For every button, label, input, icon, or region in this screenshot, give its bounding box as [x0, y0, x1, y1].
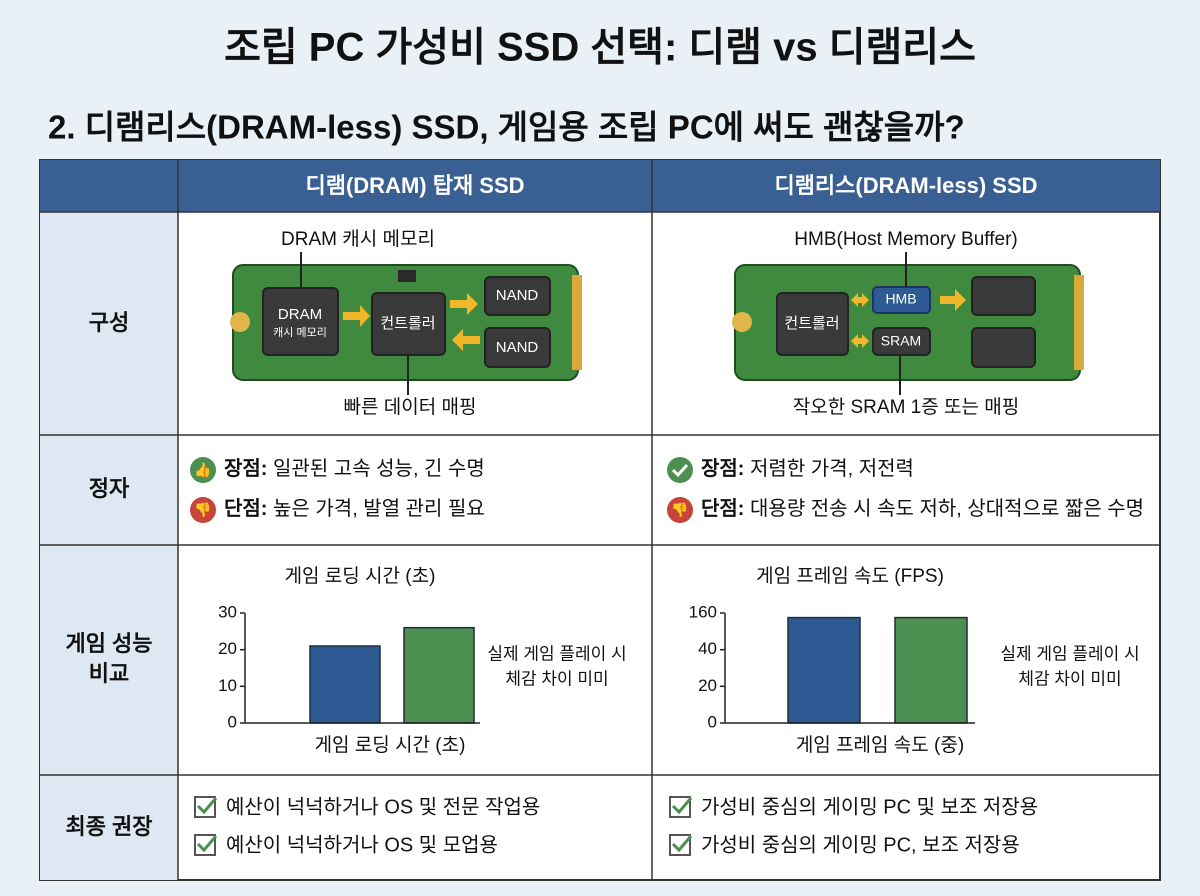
chart-title: 게임 로딩 시간 (초): [285, 565, 436, 587]
svg-text:👎: 👎: [194, 502, 211, 519]
diagram-caption: HMB(Host Memory Buffer): [794, 229, 1017, 250]
title: 조립 PC 가성비 SSD 선택: 디램 vs 디램리스: [224, 26, 976, 70]
svg-text:👎: 👎: [671, 502, 688, 519]
row-label: 정자: [89, 476, 130, 501]
bar: [894, 616, 968, 724]
chart-title: 게임 프레임 속도 (FPS): [756, 565, 944, 587]
recommendation: 가성비 중심의 게이밍 PC 및 보조 저장용: [701, 795, 1038, 818]
x-axis-label: 게임 로딩 시간 (초): [315, 734, 466, 756]
y-tick-label: 30: [218, 602, 237, 621]
x-axis-label: 게임 프레임 속도 (중): [796, 734, 964, 756]
pros: 장점: 일관된 고속 성능, 긴 수명: [224, 457, 485, 480]
chip-label: 컨트롤러: [380, 315, 435, 332]
chart-note: 체감 차이 미미: [1018, 669, 1121, 688]
cons: 단점: 대용량 전송 시 속도 저하, 상대적으로 짧은 수명: [701, 497, 1144, 520]
column-header: 디램리스(DRAM-less) SSD: [774, 173, 1037, 198]
cons-text: 높은 가격, 발열 관리 필요: [273, 497, 485, 520]
cons: 단점: 높은 가격, 발열 관리 필요: [224, 497, 485, 520]
chip-label: 캐시 메모리: [273, 326, 327, 339]
row-label: 최종 권장: [65, 814, 152, 839]
ssd-diagram: [230, 252, 582, 395]
pros-text: 일관된 고속 성능, 긴 수명: [273, 457, 485, 480]
chip-label: NAND: [496, 339, 539, 356]
y-tick-label: 20: [218, 639, 237, 658]
subtitle: 2. 디램리스(DRAM-less) SSD, 게임용 조립 PC에 써도 괜찮…: [48, 109, 965, 146]
bar: [787, 616, 861, 724]
recommendation: 예산이 넉넉하거나 OS 및 전문 작업용: [226, 795, 540, 818]
cons-text: 대용량 전송 시 속도 저하, 상대적으로 짧은 수명: [750, 497, 1144, 520]
y-tick-label: 0: [708, 712, 717, 731]
label-column: [40, 212, 178, 880]
icons: 👍 👎 👎: [190, 457, 693, 523]
y-tick-label: 20: [698, 676, 717, 695]
chart-note: 실제 게임 플레이 시: [487, 644, 626, 663]
row-label: 게임 성능: [65, 631, 152, 656]
header-row: [40, 160, 1160, 212]
diagram-caption: 빠른 데이터 매핑: [344, 396, 477, 418]
chart-note: 체감 차이 미미: [505, 669, 608, 688]
column-header: 디램(DRAM) 탑재 SSD: [305, 173, 524, 198]
chip-label: 컨트롤러: [784, 315, 839, 332]
recommendation: 예산이 넉넉하거나 OS 및 모업용: [226, 833, 498, 856]
row-label: 구성: [89, 310, 129, 335]
chart-note: 실제 게임 플레이 시: [1000, 644, 1139, 663]
diagram-caption: DRAM 캐시 메모리: [281, 228, 435, 250]
pros-label: 장점:: [224, 457, 267, 480]
svg-text:👍: 👍: [194, 462, 211, 479]
chip-label: SRAM: [881, 333, 921, 349]
recommendation: 가성비 중심의 게이밍 PC, 보조 저장용: [701, 833, 1020, 856]
cons-label: 단점:: [701, 497, 744, 520]
diagram-caption: 작오한 SRAM 1증 또는 매핑: [793, 396, 1019, 418]
pros: 장점: 저렴한 가격, 저전력: [701, 457, 914, 480]
cons-label: 단점:: [224, 497, 267, 520]
y-tick-label: 10: [218, 676, 237, 695]
ssd-diagram: [732, 252, 1084, 395]
chip-label: DRAM: [278, 306, 322, 323]
chip-label: HMB: [885, 291, 916, 307]
pros-label: 장점:: [701, 457, 744, 480]
bar: [403, 626, 475, 724]
table-lines: [40, 160, 1160, 880]
y-tick-label: 160: [689, 602, 717, 621]
check-icons: [194, 796, 693, 856]
chip-label: NAND: [496, 287, 539, 304]
pros-text: 저렴한 가격, 저전력: [750, 457, 914, 480]
row-label: 비교: [89, 661, 129, 686]
bar: [309, 645, 381, 724]
y-tick-label: 40: [698, 639, 717, 658]
y-tick-label: 0: [228, 712, 237, 731]
